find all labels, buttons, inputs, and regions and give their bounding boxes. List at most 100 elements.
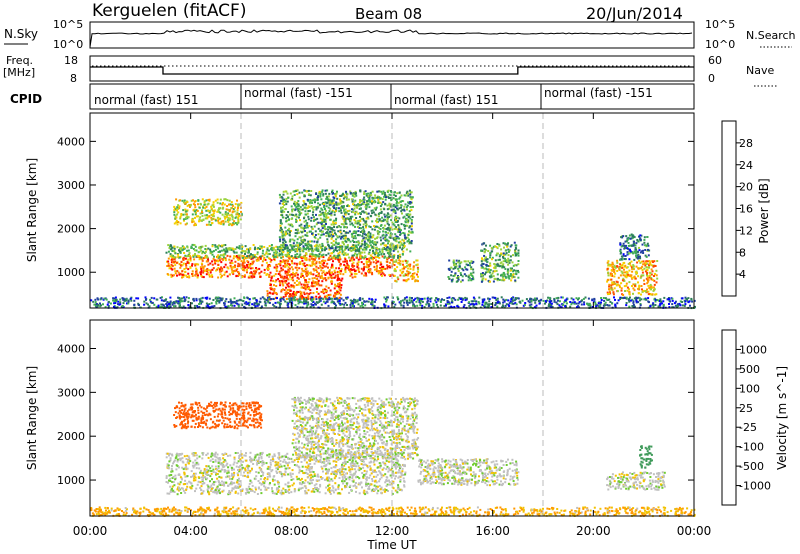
data-cell (508, 249, 511, 252)
data-cell (185, 274, 188, 277)
data-cell (619, 258, 622, 261)
data-cell (374, 194, 377, 197)
data-cell (343, 263, 346, 266)
data-cell (169, 253, 172, 256)
data-cell (332, 240, 335, 243)
data-cell (231, 247, 234, 250)
data-cell (208, 223, 211, 226)
data-cell (289, 231, 291, 234)
data-cell (160, 299, 163, 302)
data-cell (205, 199, 208, 202)
data-cell (353, 245, 356, 248)
data-cell (366, 212, 369, 215)
data-cell (508, 302, 511, 305)
data-cell (336, 190, 338, 193)
data-cell (270, 246, 273, 249)
data-cell (181, 245, 184, 248)
data-cell (223, 266, 226, 269)
data-cell (187, 272, 190, 275)
data-cell (334, 276, 337, 279)
data-cell (217, 251, 220, 253)
data-cell (295, 291, 298, 294)
data-cell (509, 255, 512, 258)
data-cell (357, 267, 360, 270)
data-cell (621, 264, 624, 266)
data-cell (282, 241, 284, 244)
data-cell (123, 299, 126, 302)
data-cell (109, 302, 112, 305)
data-cell (613, 264, 616, 267)
data-cell (234, 216, 237, 219)
data-cell (402, 246, 405, 249)
data-cell (419, 302, 422, 305)
data-cell (365, 224, 368, 227)
data-cell (484, 271, 487, 274)
data-cell (452, 275, 455, 278)
data-cell (287, 270, 290, 273)
data-cell (493, 296, 496, 299)
data-cell (343, 306, 346, 309)
data-cell (321, 245, 324, 248)
data-cell (353, 241, 355, 243)
data-cell (380, 203, 383, 206)
data-cell (100, 304, 102, 307)
data-cell (385, 228, 388, 230)
data-cell (240, 210, 242, 213)
data-cell (200, 249, 203, 252)
data-cell (284, 241, 287, 244)
data-cell (511, 261, 514, 264)
data-cell (327, 228, 330, 231)
data-cell (406, 208, 408, 211)
data-cell (508, 305, 511, 307)
data-cell (336, 249, 339, 252)
data-cell (622, 294, 625, 296)
data-cell (679, 300, 682, 303)
data-cell (271, 248, 274, 251)
data-cell (399, 246, 401, 249)
data-cell (178, 273, 181, 276)
data-cell (319, 230, 322, 233)
data-cell (329, 293, 332, 296)
data-cell (193, 304, 196, 307)
data-cell (363, 265, 366, 268)
data-cell (410, 218, 413, 221)
data-cell (260, 270, 263, 273)
data-cell (229, 217, 231, 220)
data-cell (627, 299, 630, 302)
data-cell (353, 207, 356, 210)
data-cell (337, 242, 340, 245)
data-cell (286, 255, 289, 258)
data-cell (383, 256, 386, 259)
data-cell (359, 207, 362, 210)
data-cell (406, 279, 409, 282)
data-cell (659, 303, 662, 306)
data-cell (254, 269, 257, 272)
data-cell (253, 270, 255, 273)
data-cell (333, 229, 336, 232)
data-cell (494, 267, 497, 270)
data-cell (264, 258, 267, 261)
data-cell (484, 303, 487, 306)
data-cell (211, 253, 214, 256)
data-cell (339, 304, 342, 306)
data-cell (311, 282, 313, 285)
data-cell (549, 300, 552, 303)
data-cell (283, 234, 286, 237)
data-cell (336, 292, 339, 295)
data-cell (337, 230, 340, 233)
data-cell (191, 302, 193, 305)
data-cell (196, 306, 199, 309)
data-cell (102, 298, 105, 301)
data-cell (612, 268, 615, 271)
data-cell (610, 273, 613, 275)
data-cell (252, 260, 255, 263)
data-cell (304, 226, 307, 229)
data-cell (347, 231, 350, 234)
data-cell (457, 306, 460, 308)
data-cell (507, 263, 510, 266)
data-cell (411, 196, 414, 199)
data-cell (294, 204, 296, 207)
data-cell (327, 259, 330, 261)
data-cell (628, 281, 631, 284)
data-cell (221, 269, 224, 272)
